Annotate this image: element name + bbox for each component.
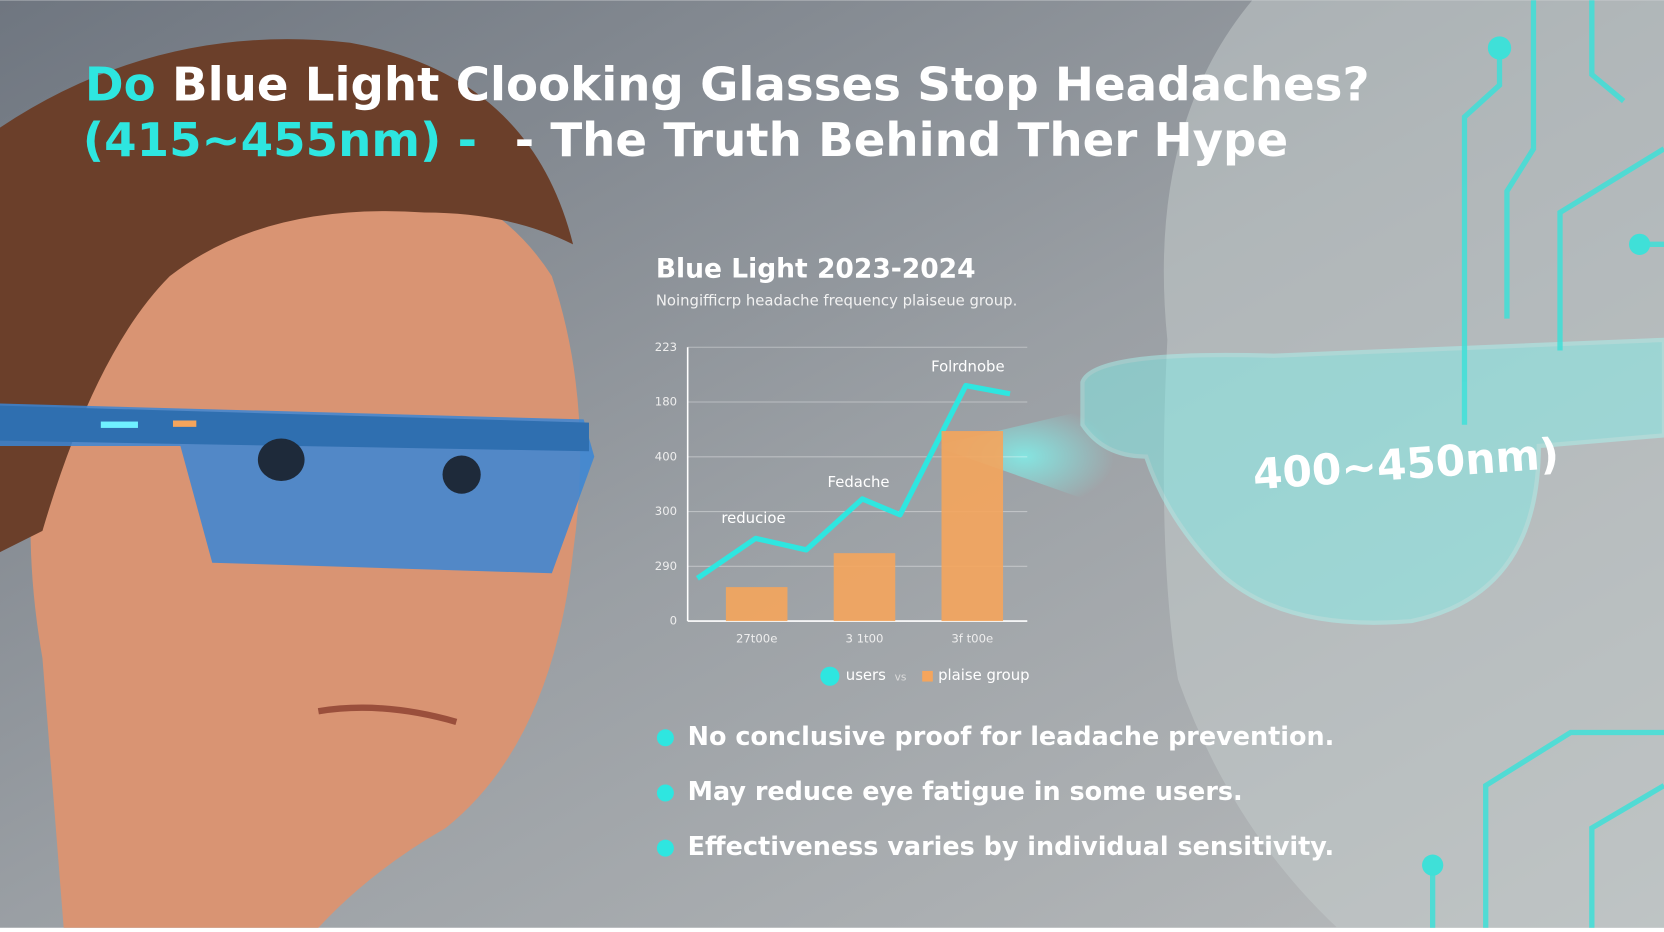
bar bbox=[725, 587, 788, 622]
bullet-dot bbox=[656, 839, 674, 857]
chart-title: Blue Light 2023-2024 bbox=[656, 253, 976, 284]
legend-label: plaise group bbox=[938, 666, 1029, 684]
line bbox=[695, 382, 1011, 581]
hologram-illustration: 400~450nm) bbox=[933, 0, 1664, 928]
headline-text: Blue Light Clooking Glasses Stop Headach… bbox=[172, 58, 1370, 112]
man-illustration bbox=[0, 39, 595, 928]
annotation: Fedache bbox=[827, 473, 889, 491]
x-tick-label: 3 1t00 bbox=[846, 632, 884, 646]
y-tick-label: 0 bbox=[670, 614, 677, 628]
bullet-text: May reduce eye fatigue in some users. bbox=[688, 777, 1243, 807]
subheadline-text: - The Truth Behind Ther Hype bbox=[515, 114, 1288, 168]
legend-joiner: vs bbox=[895, 670, 907, 683]
y-tick-label: 300 bbox=[655, 504, 677, 518]
bullet-dot bbox=[656, 729, 674, 747]
headline-accent: Do bbox=[85, 58, 156, 112]
legend-marker bbox=[922, 670, 933, 682]
bullet-dot bbox=[656, 784, 674, 802]
legend-label: users bbox=[846, 666, 886, 684]
bullet-list: No conclusive proof for leadache prevent… bbox=[656, 722, 1335, 862]
annotation: reducioe bbox=[721, 509, 785, 527]
bar bbox=[941, 431, 1004, 622]
annotation: Folrdnobe bbox=[931, 357, 1005, 375]
bar bbox=[833, 553, 896, 622]
chart: Blue Light 2023-2024 Noingifficrp headach… bbox=[655, 253, 1030, 686]
chart-subtitle: Noingifficrp headache frequency plaiseue… bbox=[656, 292, 1017, 310]
y-tick-label: 400 bbox=[655, 449, 677, 463]
bullet-text: Effectiveness varies by individual sensi… bbox=[688, 832, 1335, 862]
x-tick-label: 3f t00e bbox=[951, 632, 993, 646]
y-tick-label: 290 bbox=[655, 559, 677, 573]
bullet-text: No conclusive proof for leadache prevent… bbox=[688, 722, 1335, 752]
subheadline-accent: (415~455nm) - bbox=[83, 114, 477, 168]
headline: Do Blue Light Clooking Glasses Stop Head… bbox=[85, 58, 1370, 112]
x-tick-label: 27t00e bbox=[736, 632, 777, 646]
y-tick-label: 223 bbox=[655, 340, 677, 354]
y-tick-label: 180 bbox=[655, 395, 677, 409]
legend-marker bbox=[820, 666, 840, 686]
